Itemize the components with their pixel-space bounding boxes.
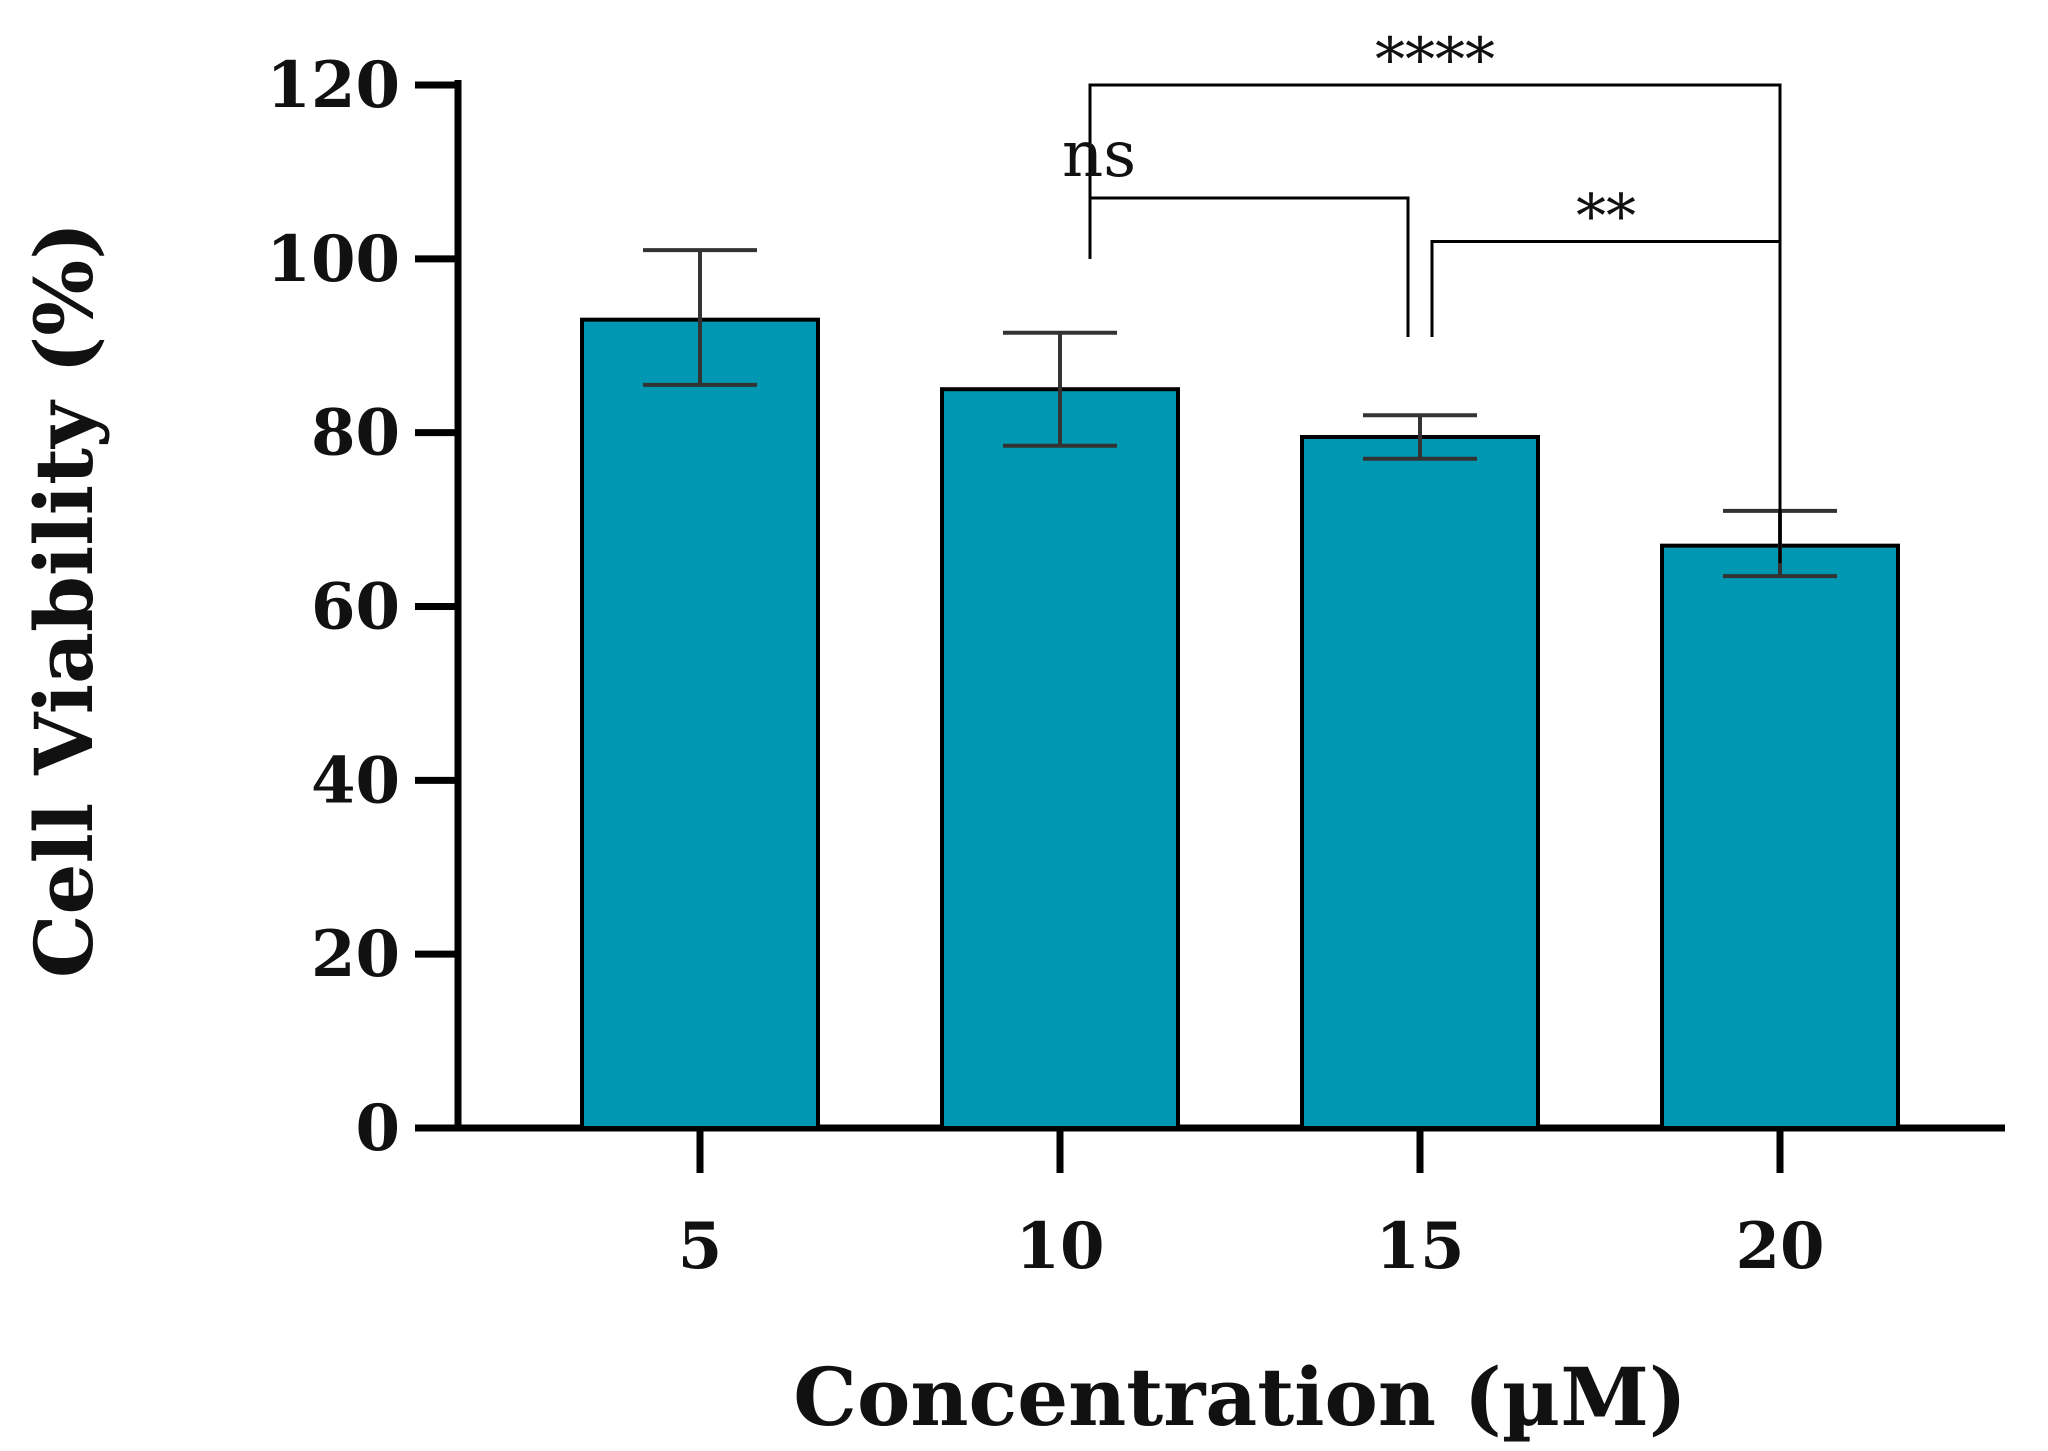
bar	[1300, 435, 1540, 1130]
y-tick-label: 20	[311, 917, 400, 992]
x-tick-label: 15	[1375, 1209, 1464, 1284]
axes: 0 20 40 60 80 100 120 5 10 15 20	[266, 48, 2005, 1284]
bars	[580, 317, 1900, 1131]
y-tick-label: 0	[355, 1091, 400, 1166]
error-bar	[1003, 330, 1117, 448]
bar	[580, 317, 820, 1130]
error-bar	[643, 248, 757, 387]
y-tick-label: 100	[266, 222, 400, 297]
significance-label: ns	[1062, 118, 1136, 192]
bar	[940, 387, 1180, 1131]
x-tick-label: 10	[1015, 1209, 1104, 1284]
x-tick-label: 5	[678, 1209, 723, 1284]
significance-label: ****	[1375, 25, 1495, 95]
x-axis-title: Concentration (µM)	[793, 1350, 1686, 1444]
y-axis-title: Cell Viability (%)	[17, 222, 111, 978]
significance-brackets: **** ns **	[1062, 25, 1782, 564]
error-bars	[643, 248, 1837, 579]
significance-label: **	[1576, 181, 1636, 251]
significance-bracket: ns	[1062, 118, 1410, 338]
x-tick-label: 20	[1735, 1209, 1824, 1284]
y-tick-label: 40	[311, 743, 400, 818]
error-bar	[1363, 413, 1477, 461]
bar	[1660, 543, 1900, 1130]
significance-bracket: **	[1430, 181, 1782, 494]
y-tick-label: 80	[311, 396, 400, 471]
y-tick-label: 120	[266, 48, 400, 123]
y-tick-label: 60	[311, 570, 400, 645]
